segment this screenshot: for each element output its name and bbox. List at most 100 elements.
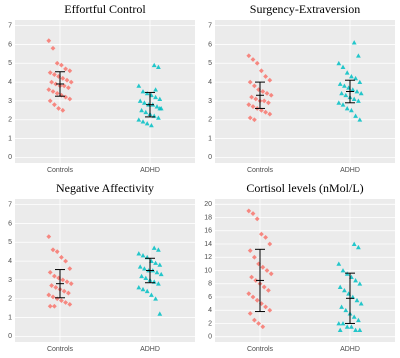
point [349,74,354,79]
point [46,87,52,93]
point [54,60,60,66]
y-tick-label: 14 [204,241,212,248]
point [63,300,68,305]
y-tick-label: 4 [8,79,12,86]
point [357,281,363,286]
point [336,60,342,66]
point [60,277,66,283]
point [156,247,161,252]
y-tick-label: 3 [208,98,212,105]
point [247,115,253,121]
point [144,121,150,126]
point [67,301,73,307]
x-tick-label: Controls [47,346,74,353]
point [260,89,266,94]
point [340,102,346,107]
point [260,324,266,330]
point [54,249,60,255]
panel-title: Surgency-Extraversion [250,2,360,16]
x-tick-label: Controls [247,167,274,174]
point [343,307,349,313]
point [356,53,361,58]
y-tick-label: 4 [208,307,212,314]
point [252,317,257,323]
point [247,248,253,254]
point [247,311,253,316]
point [246,208,252,214]
y-tick-label: 1 [8,135,12,142]
point [156,64,161,69]
point [351,314,357,319]
y-tick-label: 6 [208,294,212,301]
point [263,234,268,240]
point [140,286,146,292]
point [259,68,264,74]
point [64,77,70,83]
point [157,96,163,101]
point [266,287,271,293]
y-tick-label: 6 [8,220,12,227]
point [140,253,146,258]
point [349,324,354,329]
point [351,96,357,101]
point [139,107,144,113]
point [353,75,358,81]
point [153,260,158,265]
point [246,53,252,59]
point [336,321,342,326]
point [61,83,67,89]
point [140,119,146,124]
point [266,100,271,106]
x-tick-label: ADHD [340,346,360,353]
panel-title: Cortisol levels (nMol/L) [246,181,363,195]
y-tick-label: 4 [8,258,12,265]
point [46,234,52,240]
point [50,89,56,94]
point [153,296,158,301]
point [358,90,364,96]
point [60,75,66,81]
point [267,77,273,83]
x-tick-label: ADHD [140,346,160,353]
point [52,273,57,279]
point [49,283,54,288]
point [157,106,163,111]
y-tick-label: 5 [8,60,12,67]
point [56,106,61,111]
plot-background [215,20,395,163]
panel-title: Negative Affectivity [56,181,154,195]
point [250,57,256,62]
point [151,245,157,250]
point [156,281,161,286]
point [53,285,59,290]
point [52,102,57,108]
point [357,79,363,85]
panel-title: Effortful Control [64,2,146,16]
point [142,266,147,271]
point [137,98,143,103]
point [260,264,266,270]
point [139,273,144,279]
y-tick-label: 4 [208,79,212,86]
point [63,66,68,72]
point [247,79,253,85]
point [151,62,157,68]
point [68,281,74,287]
point [250,104,256,109]
point [50,294,56,300]
point [142,100,147,105]
point [61,288,67,294]
y-tick-label: 6 [208,41,212,48]
point [47,98,53,104]
point [263,74,268,79]
point [264,268,270,273]
point [261,98,267,104]
point [349,107,354,113]
point [143,275,149,280]
point [144,90,150,96]
point [52,303,57,309]
y-tick-label: 0 [208,154,212,161]
x-tick-label: ADHD [340,167,360,174]
point [254,60,260,66]
